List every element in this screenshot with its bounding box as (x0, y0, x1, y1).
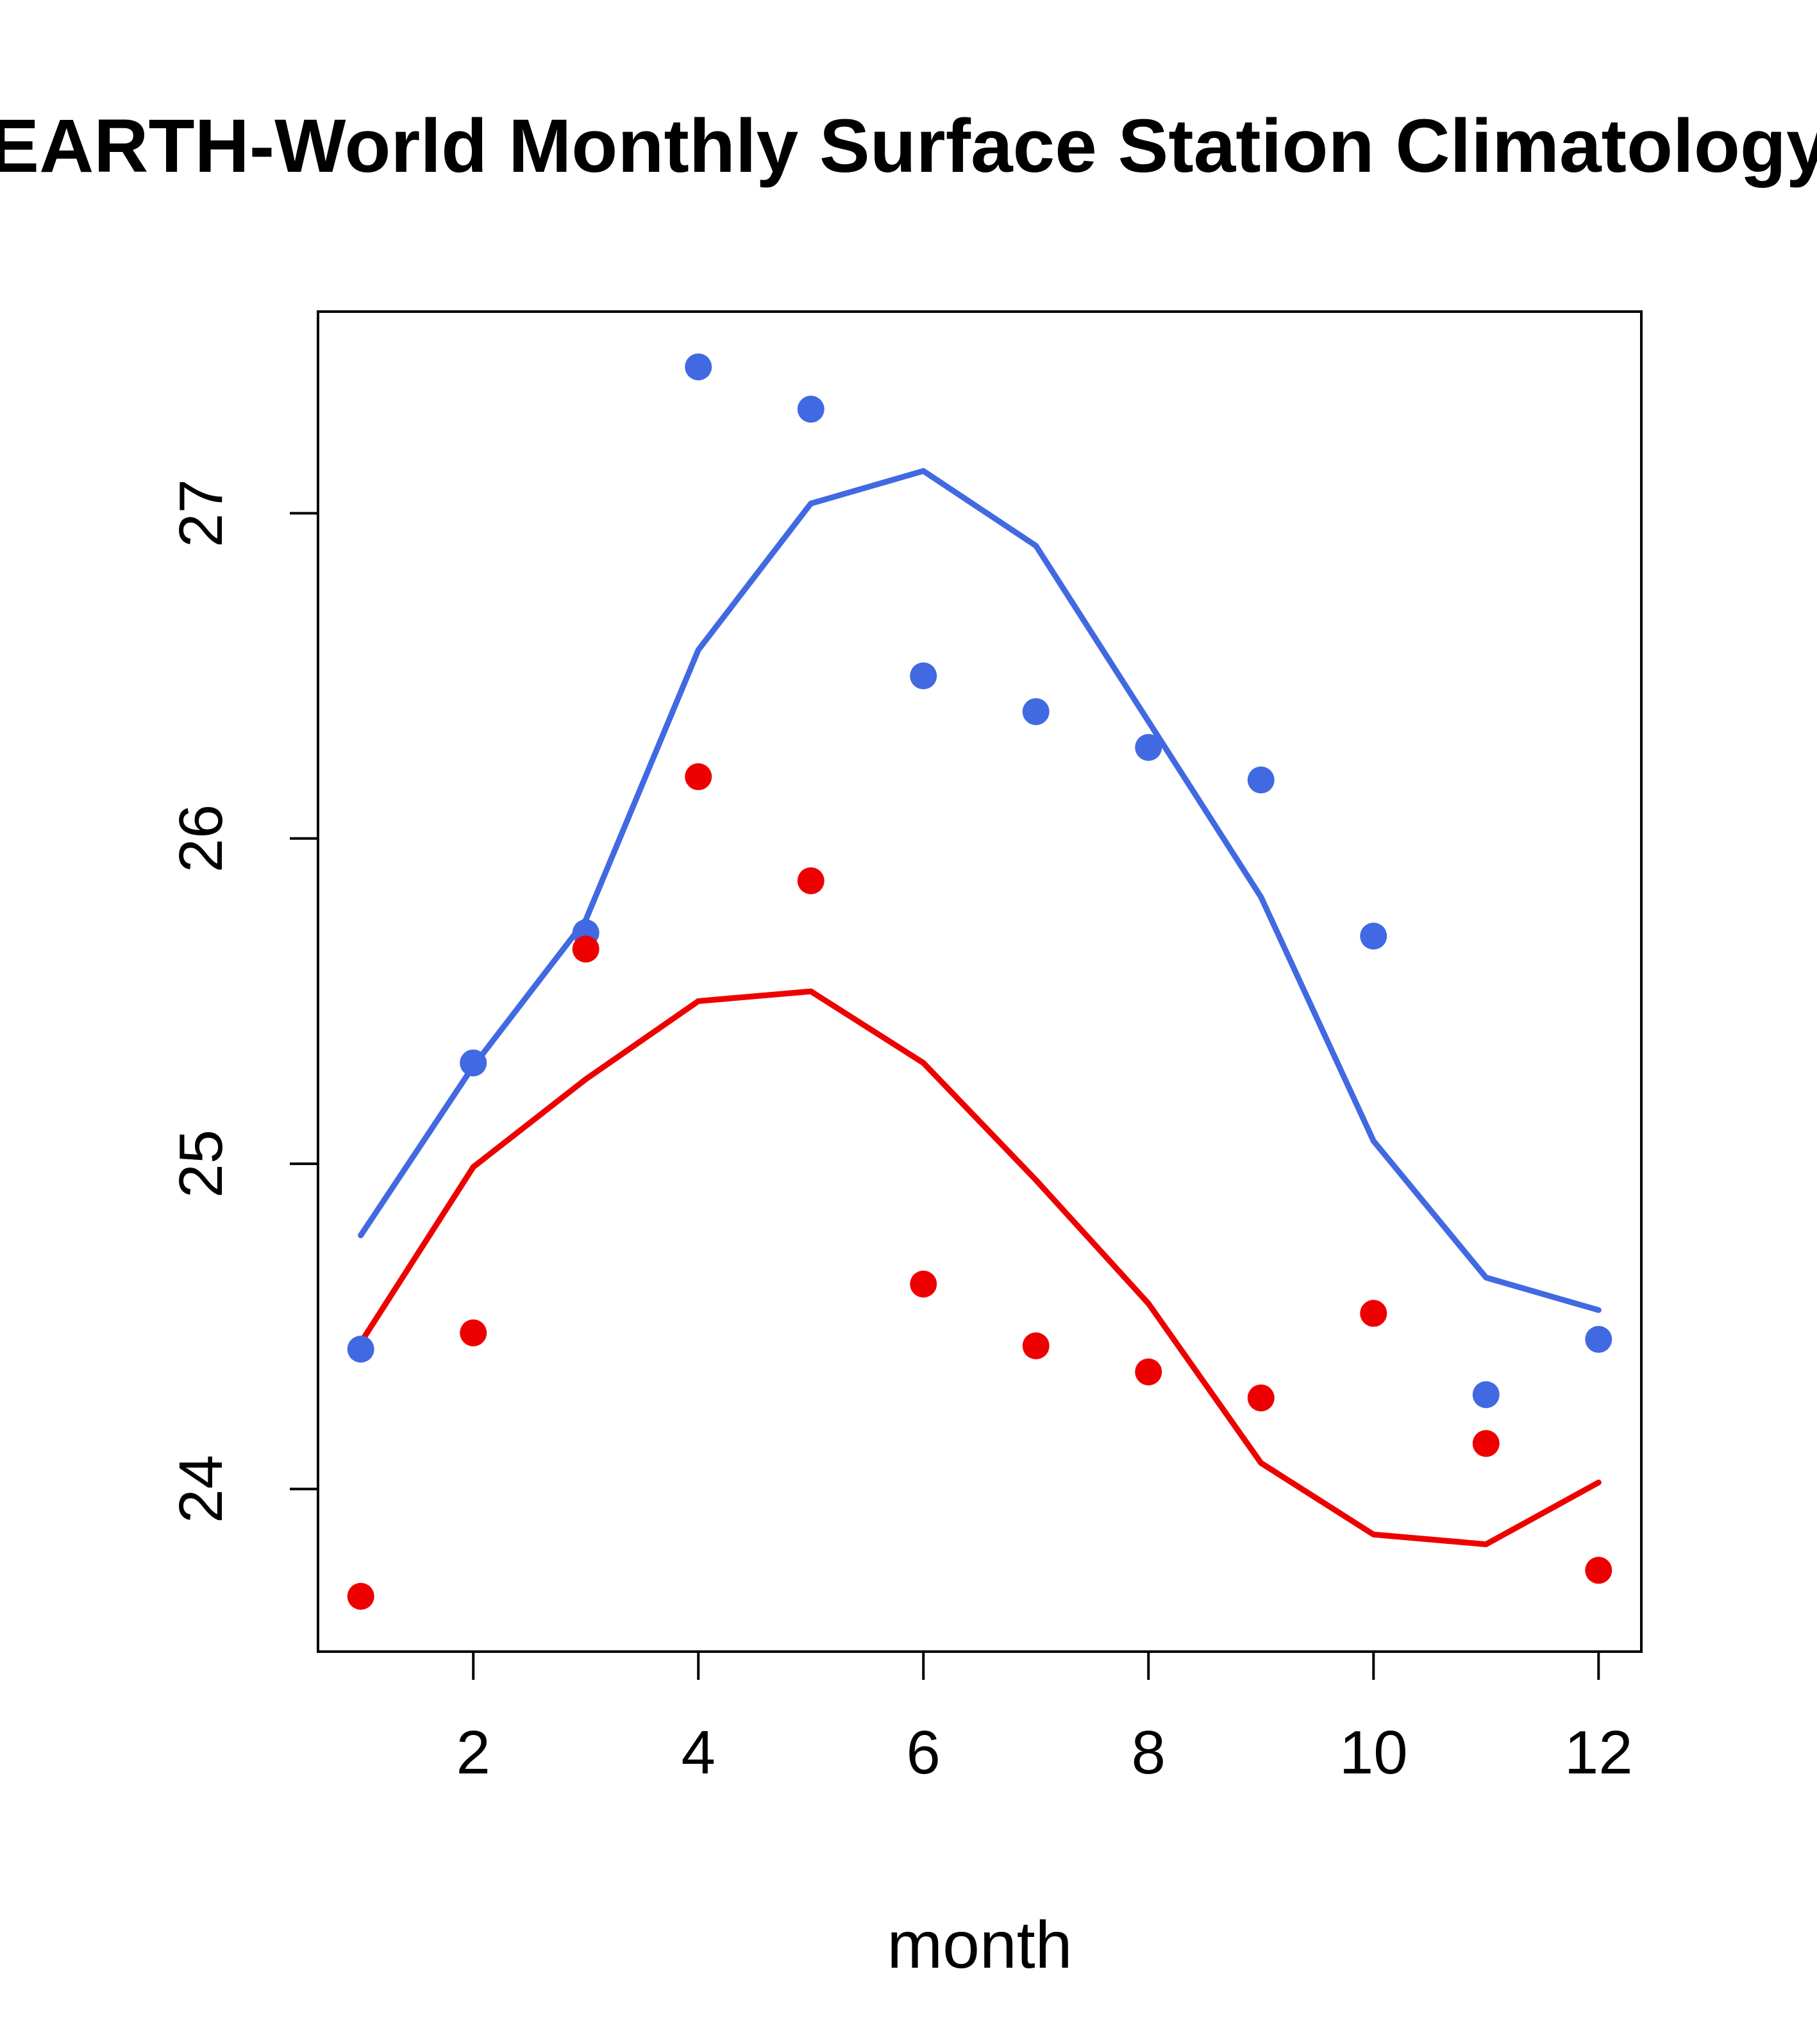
y-tick-label: 25 (167, 1130, 235, 1198)
red-points-marker (1472, 1430, 1500, 1457)
x-tick-label: 10 (1339, 1718, 1408, 1787)
y-tick-label: 26 (167, 804, 235, 873)
red-points-marker (910, 1270, 937, 1298)
blue-points-marker (1472, 1381, 1500, 1409)
red-line (358, 988, 1602, 1548)
blue-points-marker (1585, 1326, 1612, 1353)
blue-points-marker (685, 353, 712, 381)
blue-points-marker (797, 396, 825, 423)
plot-border (317, 310, 1643, 1653)
red-points-marker (1135, 1358, 1162, 1386)
red-points-marker (1247, 1384, 1275, 1412)
blue-points-marker (910, 662, 937, 690)
red-points-marker (1360, 1300, 1387, 1327)
red-points-marker (797, 867, 825, 894)
x-axis-label: month (887, 1908, 1073, 1982)
y-tick-label: 24 (167, 1455, 235, 1523)
y-tick-label: 27 (167, 479, 235, 548)
blue-points-marker (347, 1336, 374, 1363)
x-tick-label: 2 (456, 1718, 490, 1787)
red-points-marker (1022, 1332, 1050, 1360)
red-points-marker (572, 935, 599, 963)
blue-points-marker (1360, 922, 1387, 950)
x-tick-label: 6 (907, 1718, 941, 1787)
blue-points-marker (1247, 766, 1275, 794)
blue-line (358, 468, 1602, 1313)
chart-title: EARTH-World Monthly Surface Station Clim… (0, 104, 1817, 188)
blue-points-marker (1135, 733, 1162, 761)
red-points-marker (1585, 1557, 1612, 1584)
x-tick-label: 4 (682, 1718, 716, 1787)
red-points-marker (347, 1582, 374, 1610)
red-points-marker (460, 1319, 487, 1346)
blue-points-marker (460, 1049, 487, 1076)
blue-points-marker (1022, 698, 1050, 725)
red-points-marker (685, 763, 712, 791)
x-tick-label: 8 (1132, 1718, 1166, 1787)
x-tick-label: 12 (1564, 1718, 1633, 1787)
